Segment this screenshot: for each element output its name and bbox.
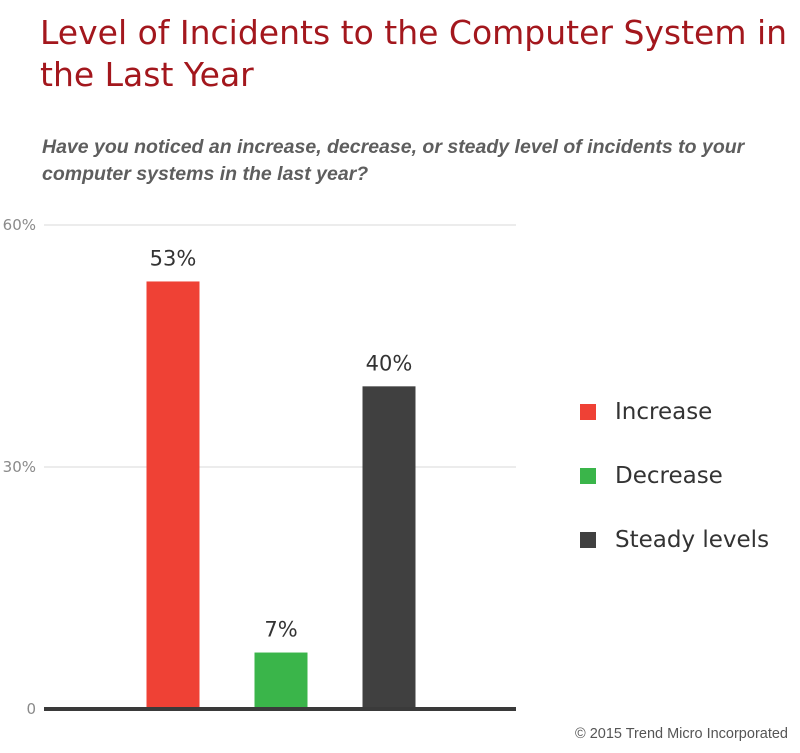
y-tick-label-0: 0 <box>26 700 36 718</box>
legend-swatch-steady <box>580 532 596 548</box>
chart-subtitle: Have you noticed an increase, decrease, … <box>42 136 745 185</box>
legend-item-steady: Steady levels <box>580 508 769 572</box>
legend: Increase Decrease Steady levels <box>580 380 769 572</box>
bar-decrease <box>254 652 308 709</box>
legend-label-steady: Steady levels <box>615 527 770 553</box>
bar-increase <box>146 281 200 709</box>
legend-label-increase: Increase <box>615 399 713 425</box>
legend-swatch-decrease <box>580 468 596 484</box>
legend-swatch-increase <box>580 404 596 420</box>
data-labels: 53% 7% 40% <box>150 246 413 641</box>
y-tick-label-30: 30% <box>3 458 36 476</box>
chart-title: Level of Incidents to the Computer Syste… <box>40 13 788 94</box>
legend-label-decrease: Decrease <box>615 463 723 489</box>
legend-item-decrease: Decrease <box>580 444 769 508</box>
legend-item-increase: Increase <box>580 380 769 444</box>
bars <box>146 281 416 709</box>
data-label-decrease: 7% <box>264 618 297 642</box>
bar-steady-levels <box>362 386 416 709</box>
data-label-steady-levels: 40% <box>366 351 413 375</box>
copyright-notice: © 2015 Trend Micro Incorporated <box>575 726 788 742</box>
data-label-increase: 53% <box>150 246 197 270</box>
y-axis-ticks: 0 30% 60% <box>3 216 36 718</box>
y-tick-label-60: 60% <box>3 216 36 234</box>
gridlines <box>44 224 516 468</box>
